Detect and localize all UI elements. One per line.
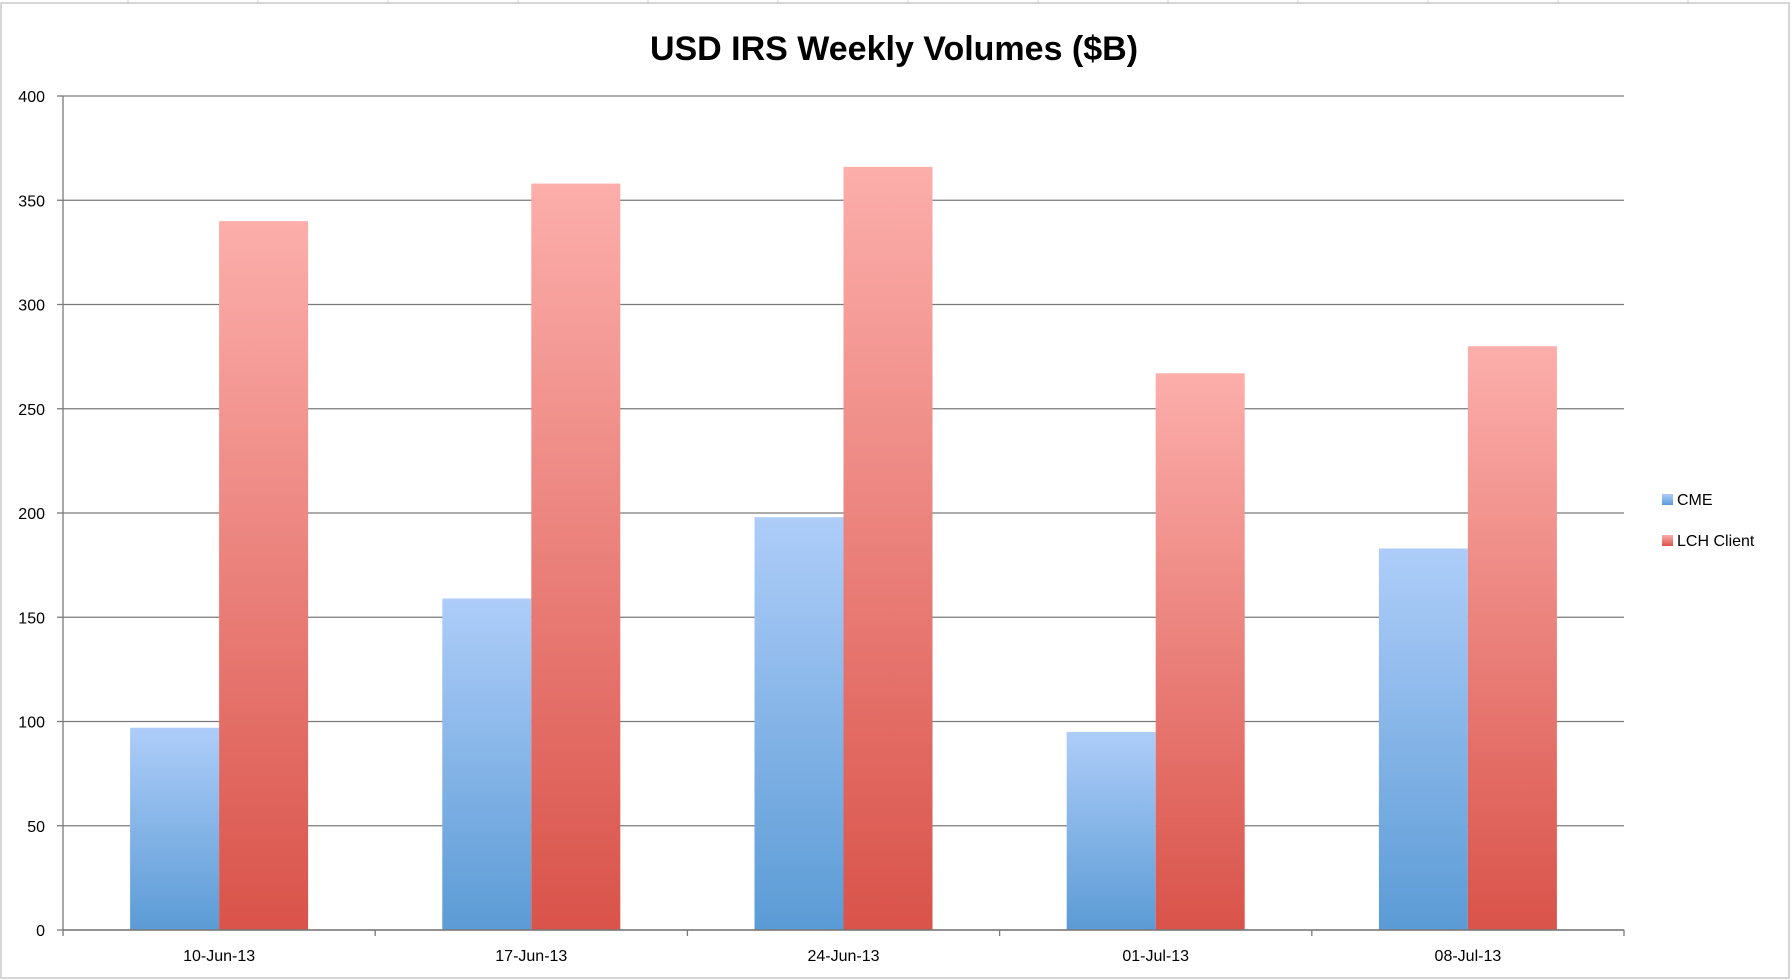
legend-label-lch-client: LCH Client: [1677, 533, 1755, 550]
bar-cme: [754, 517, 844, 930]
y-tick-label: 200: [18, 506, 45, 523]
y-tick-label: 150: [18, 610, 45, 627]
legend-swatch-cme: [1662, 494, 1673, 505]
y-tick-label: 300: [18, 298, 45, 315]
x-tick-label: 08-Jul-13: [1435, 948, 1502, 965]
y-axis-ticks: 0 50 100 150 200 250 300 350 400: [18, 89, 64, 940]
x-tick-label: 10-Jun-13: [183, 948, 255, 965]
bar-lch-client: [531, 183, 621, 930]
bar-cme: [1066, 731, 1156, 930]
x-tick-label: 24-Jun-13: [807, 948, 879, 965]
bar-cme: [130, 727, 220, 930]
legend-swatch-lch-client: [1662, 535, 1673, 546]
chart-title: USD IRS Weekly Volumes ($B): [650, 30, 1138, 68]
bars: [130, 166, 1557, 931]
legend-label-cme: CME: [1677, 492, 1713, 509]
bar-cme: [1378, 548, 1468, 930]
legend: CME LCH Client: [1662, 492, 1755, 550]
y-tick-label: 0: [36, 923, 45, 940]
bar-lch-client: [1155, 373, 1245, 930]
y-tick-label: 50: [27, 819, 45, 836]
x-axis-ticks: 10-Jun-13 17-Jun-13 24-Jun-13 01-Jul-13 08-J…: [62, 929, 1625, 965]
y-tick-label: 350: [18, 193, 45, 210]
bar-lch-client: [219, 221, 309, 931]
y-tick-label: 100: [18, 715, 45, 732]
x-tick-label: 01-Jul-13: [1122, 948, 1189, 965]
y-tick-label: 400: [18, 89, 45, 106]
bar-cme: [442, 598, 532, 930]
x-tick-label: 17-Jun-13: [495, 948, 567, 965]
bar-lch-client: [1467, 346, 1557, 930]
y-tick-label: 250: [18, 402, 45, 419]
bar-lch-client: [843, 166, 933, 930]
